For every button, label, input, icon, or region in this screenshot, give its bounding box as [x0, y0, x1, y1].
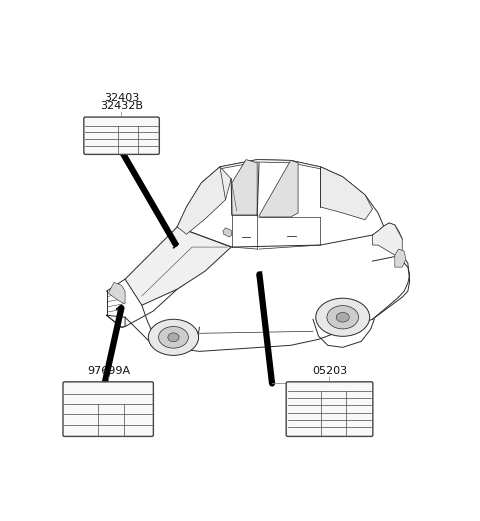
- Ellipse shape: [148, 319, 199, 355]
- Ellipse shape: [316, 298, 370, 337]
- Text: 97699A: 97699A: [87, 366, 130, 376]
- Polygon shape: [223, 228, 232, 237]
- Ellipse shape: [327, 306, 359, 329]
- Polygon shape: [125, 227, 231, 305]
- Polygon shape: [372, 223, 402, 255]
- Ellipse shape: [336, 313, 349, 322]
- Text: 32432B: 32432B: [100, 102, 143, 111]
- Ellipse shape: [158, 327, 188, 348]
- Text: 32403: 32403: [104, 93, 139, 103]
- Polygon shape: [321, 167, 372, 220]
- Polygon shape: [108, 282, 125, 303]
- FancyBboxPatch shape: [84, 117, 159, 154]
- Ellipse shape: [168, 333, 179, 342]
- FancyBboxPatch shape: [63, 382, 154, 437]
- FancyBboxPatch shape: [286, 382, 373, 437]
- Text: 05203: 05203: [312, 366, 347, 376]
- Polygon shape: [395, 249, 406, 267]
- Polygon shape: [202, 159, 343, 184]
- Polygon shape: [232, 159, 257, 215]
- Polygon shape: [259, 160, 298, 217]
- Polygon shape: [177, 167, 231, 234]
